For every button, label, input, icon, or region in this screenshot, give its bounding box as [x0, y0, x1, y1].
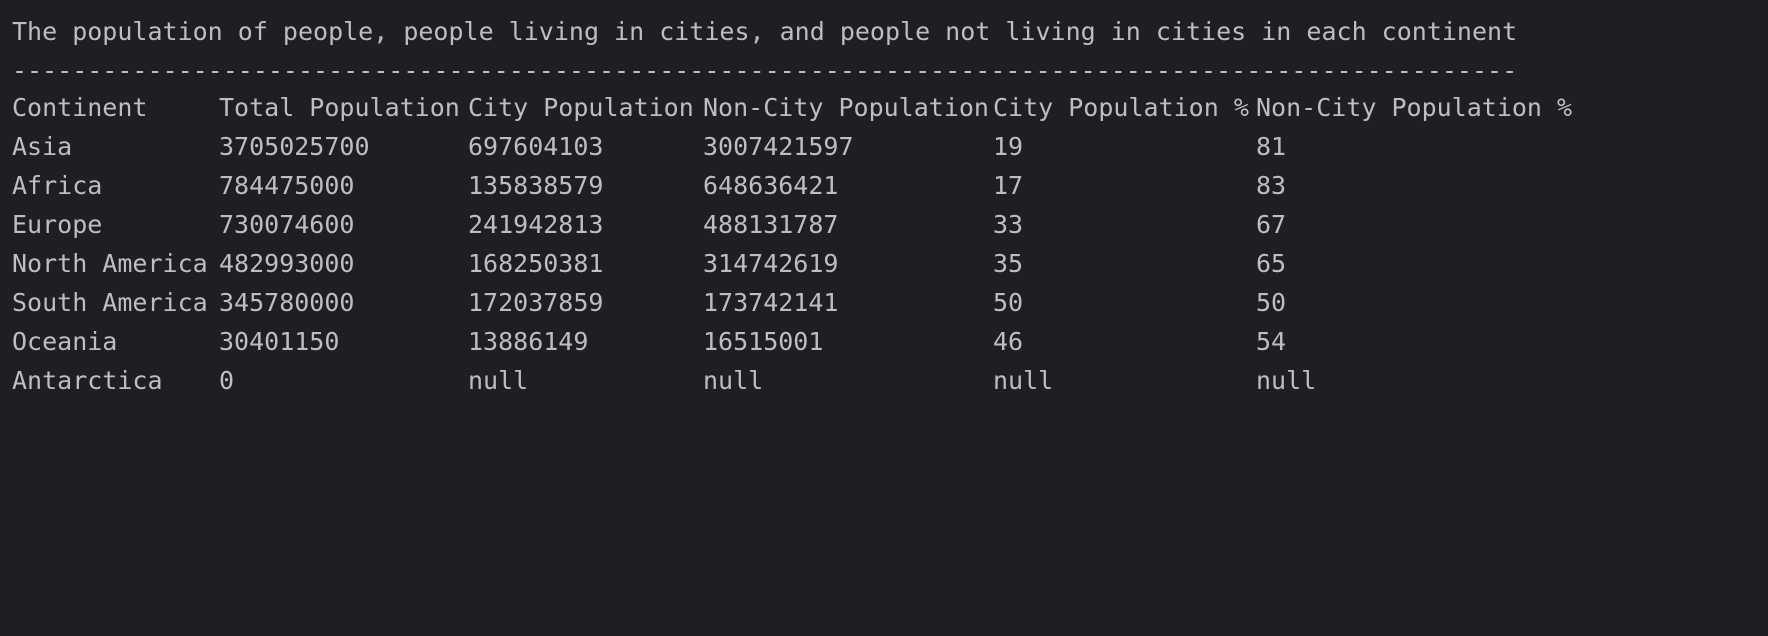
cell-total-population: 345780000 [219, 288, 355, 317]
cell-city-population: 172037859 [468, 288, 604, 317]
cell-non-city-population: null [703, 366, 764, 395]
cell-total-population: 482993000 [219, 249, 355, 278]
cell-non-city-population: 3007421597 [703, 132, 854, 161]
cell-city-population: 135838579 [468, 171, 604, 200]
table-header-row: Continent Total Population City Populati… [12, 91, 1572, 125]
cell-city-population-percent: 33 [993, 210, 1024, 239]
cell-continent: North America [12, 249, 208, 278]
cell-non-city-population-percent: 50 [1256, 288, 1287, 317]
cell-total-population: 730074600 [219, 210, 355, 239]
header-non-city-population-percent: Non-City Population % [1256, 93, 1573, 122]
cell-city-population: 13886149 [468, 327, 589, 356]
cell-continent: South America [12, 288, 208, 317]
cell-city-population-percent: 19 [993, 132, 1024, 161]
cell-non-city-population: 173742141 [703, 288, 839, 317]
table-row: Asia 3705025700 697604103 3007421597 19 … [12, 130, 1286, 164]
table-row: Europe 730074600 241942813 488131787 33 … [12, 208, 1286, 242]
cell-total-population: 0 [219, 366, 235, 395]
table-row: Africa 784475000 135838579 648636421 17 … [12, 169, 1286, 203]
header-continent: Continent [12, 93, 148, 122]
table-row: North America 482993000 168250381 314742… [12, 247, 1286, 281]
header-city-population-percent: City Population % [993, 93, 1249, 122]
cell-city-population-percent: 17 [993, 171, 1024, 200]
cell-continent: Oceania [12, 327, 118, 356]
cell-non-city-population-percent: 81 [1256, 132, 1287, 161]
cell-non-city-population-percent: 54 [1256, 327, 1287, 356]
cell-city-population-percent: 35 [993, 249, 1024, 278]
cell-city-population: 241942813 [468, 210, 604, 239]
cell-total-population: 30401150 [219, 327, 340, 356]
cell-non-city-population: 488131787 [703, 210, 839, 239]
cell-continent: Antarctica [12, 366, 163, 395]
cell-city-population: 168250381 [468, 249, 604, 278]
cell-non-city-population: 16515001 [703, 327, 824, 356]
cell-non-city-population-percent: null [1256, 366, 1317, 395]
cell-continent: Asia [12, 132, 73, 161]
cell-continent: Europe [12, 210, 103, 239]
cell-non-city-population-percent: 67 [1256, 210, 1287, 239]
header-total-population: Total Population [219, 93, 460, 122]
cell-non-city-population: 314742619 [703, 249, 839, 278]
header-city-population: City Population [468, 93, 694, 122]
header-non-city-population: Non-City Population [703, 93, 989, 122]
table-row: Antarctica 0 null null null null [12, 364, 1316, 398]
cell-non-city-population-percent: 65 [1256, 249, 1287, 278]
cell-city-population-percent: 46 [993, 327, 1024, 356]
cell-total-population: 3705025700 [219, 132, 370, 161]
output-title: The population of people, people living … [12, 17, 1518, 46]
cell-city-population-percent: 50 [993, 288, 1024, 317]
cell-total-population: 784475000 [219, 171, 355, 200]
cell-city-population-percent: null [993, 366, 1054, 395]
table-row: South America 345780000 172037859 173742… [12, 286, 1286, 320]
cell-non-city-population: 648636421 [703, 171, 839, 200]
cell-non-city-population-percent: 83 [1256, 171, 1287, 200]
cell-continent: Africa [12, 171, 103, 200]
table-row: Oceania 30401150 13886149 16515001 46 54 [12, 325, 1286, 359]
output-divider: ----------------------------------------… [12, 56, 1518, 85]
cell-city-population: null [468, 366, 529, 395]
console-output: The population of people, people living … [12, 17, 1573, 398]
cell-city-population: 697604103 [468, 132, 604, 161]
